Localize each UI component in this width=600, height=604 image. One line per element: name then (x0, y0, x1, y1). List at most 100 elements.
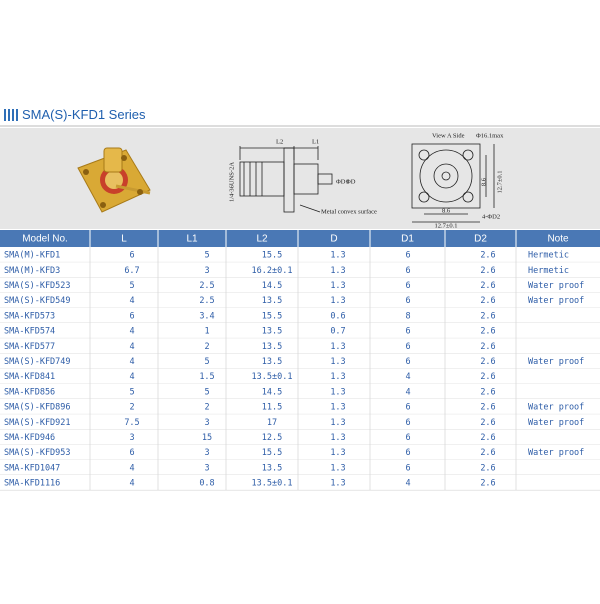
model-cell: SMA(S)-KFD953 (4, 448, 71, 458)
note-cell: Water proof (528, 448, 584, 458)
column-header: D (330, 234, 337, 245)
value-cell: 13.5 (262, 327, 282, 337)
value-cell: 6 (405, 327, 410, 337)
value-cell: 13.5 (262, 296, 282, 306)
model-cell: SMA-KFD574 (4, 327, 55, 337)
value-cell: 6 (405, 403, 410, 413)
value-cell: 5 (129, 281, 134, 291)
value-cell: 2.6 (480, 251, 495, 261)
dim-label: ΦD1 (336, 178, 349, 185)
value-cell: 14.5 (262, 387, 282, 397)
value-cell: 15 (202, 433, 212, 443)
note-cell: Hermetic (528, 266, 569, 276)
value-cell: 4 (405, 387, 410, 397)
model-cell: SMA-KFD946 (4, 433, 55, 443)
model-cell: SMA-KFD856 (4, 387, 55, 397)
table-row (0, 262, 600, 278)
value-cell: 14.5 (262, 281, 282, 291)
value-cell: 1.3 (330, 372, 345, 382)
value-cell: 4 (405, 479, 410, 489)
value-cell: 13.5 (262, 357, 282, 367)
dim-label: 8.6 (480, 177, 487, 186)
value-cell: 6 (405, 281, 410, 291)
value-cell: 2.5 (199, 281, 214, 291)
value-cell: 6 (405, 342, 410, 352)
model-cell: SMA-KFD841 (4, 372, 55, 382)
value-cell: 2.5 (199, 296, 214, 306)
value-cell: 1 (204, 327, 209, 337)
value-cell: 1.3 (330, 403, 345, 413)
value-cell: 6 (405, 266, 410, 276)
product-photo (77, 147, 151, 213)
spec-table: Model No. L L1 L2 D D1 D2 Note SMA(M)-KFD1 6 5 15.5… (0, 230, 600, 491)
value-cell: 4 (129, 463, 134, 473)
dim-label: 1/4-36UNS-2A (228, 162, 235, 202)
value-cell: 2 (129, 403, 134, 413)
dim-label: 12.7±0.1 (434, 222, 457, 229)
value-cell: 15.5 (262, 311, 282, 321)
value-cell: 6 (129, 251, 134, 261)
value-cell: 2.6 (480, 357, 495, 367)
value-cell: 15.5 (262, 448, 282, 458)
dim-label: ΦD (346, 178, 356, 185)
table-row (0, 338, 600, 354)
table-row (0, 459, 600, 475)
title-icon (4, 109, 18, 121)
model-cell: SMA(S)-KFD921 (4, 418, 71, 428)
value-cell: 2.6 (480, 418, 495, 428)
value-cell: 1.3 (330, 266, 345, 276)
model-cell: SMA(S)-KFD896 (4, 403, 71, 413)
value-cell: 1.3 (330, 479, 345, 489)
value-cell: 2.6 (480, 387, 495, 397)
value-cell: 3 (129, 433, 134, 443)
value-cell: 6 (405, 448, 410, 458)
table-row (0, 399, 600, 415)
value-cell: 1.3 (330, 463, 345, 473)
model-cell: SMA-KFD1047 (4, 463, 60, 473)
value-cell: 2.6 (480, 448, 495, 458)
dim-label: Metal convex surface (321, 208, 377, 215)
value-cell: 4 (129, 296, 134, 306)
table-row (0, 247, 600, 263)
table-row (0, 368, 600, 384)
value-cell: 7.5 (124, 418, 139, 428)
value-cell: 1.3 (330, 281, 345, 291)
value-cell: 6 (405, 357, 410, 367)
value-cell: 12.5 (262, 433, 282, 443)
table-row (0, 429, 600, 445)
value-cell: 13.5±0.1 (252, 479, 293, 489)
value-cell: 1.5 (199, 372, 214, 382)
model-cell: SMA-KFD577 (4, 342, 55, 352)
column-header: L1 (186, 234, 198, 245)
value-cell: 2.6 (480, 296, 495, 306)
table-row (0, 414, 600, 430)
value-cell: 2.6 (480, 281, 495, 291)
value-cell: 2 (204, 403, 209, 413)
table-row (0, 444, 600, 460)
value-cell: 6 (405, 251, 410, 261)
model-cell: SMA-KFD1116 (4, 479, 60, 489)
column-header: L2 (256, 234, 268, 245)
value-cell: 3 (204, 418, 209, 428)
column-header: D2 (474, 234, 487, 245)
value-cell: 0.8 (199, 479, 214, 489)
model-cell: SMA(S)-KFD523 (4, 281, 71, 291)
model-cell: SMA-KFD573 (4, 311, 55, 321)
value-cell: 2.6 (480, 311, 495, 321)
value-cell: 11.5 (262, 403, 282, 413)
value-cell: 2.6 (480, 342, 495, 352)
front-drawing (411, 143, 495, 223)
note-cell: Water proof (528, 418, 584, 428)
value-cell: 1.3 (330, 433, 345, 443)
value-cell: 5 (129, 387, 134, 397)
value-cell: 1.3 (330, 448, 345, 458)
note-cell: Hermetic (528, 251, 569, 261)
table-row (0, 353, 600, 369)
dim-label: L1 (312, 138, 319, 145)
value-cell: 4 (129, 372, 134, 382)
value-cell: 2.6 (480, 266, 495, 276)
value-cell: 6.7 (124, 266, 139, 276)
model-cell: SMA(M)-KFD1 (4, 251, 60, 261)
value-cell: 5 (204, 387, 209, 397)
model-cell: SMA(M)-KFD3 (4, 266, 60, 276)
